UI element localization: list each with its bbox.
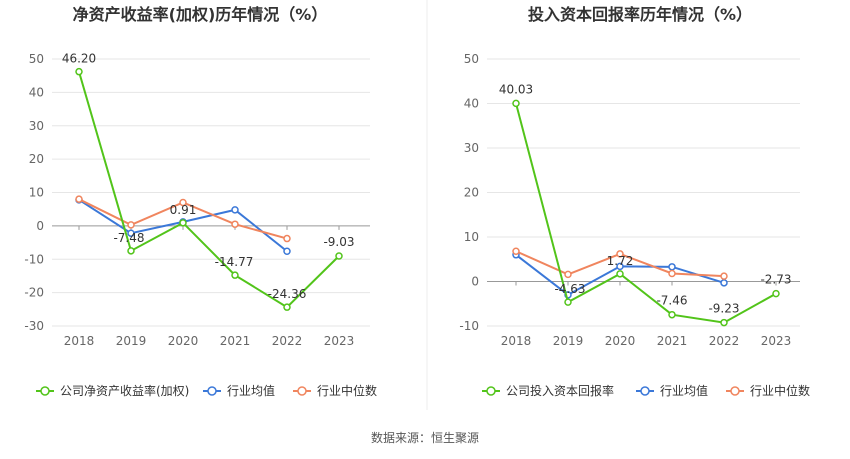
y-tick-label: 0	[36, 219, 44, 233]
legend-marker-icon	[486, 386, 496, 396]
legend-label: 公司投入资本回报率	[506, 383, 614, 398]
chart-title: 净资产收益率(加权)历年情况（%）	[73, 5, 328, 24]
data-label: -4.63	[554, 282, 585, 296]
y-tick-label: -10	[459, 319, 479, 333]
x-tick-label: 2019	[116, 334, 147, 348]
data-point-industry_median	[564, 270, 572, 279]
y-tick-label: 20	[464, 186, 479, 200]
data-point-industry_median	[127, 221, 135, 229]
legend-item-industry_median: 行业中位数	[726, 383, 810, 398]
data-point-industry_avg	[231, 206, 239, 214]
x-tick-label: 2022	[709, 334, 740, 348]
legend-item-company: 公司投入资本回报率	[482, 383, 614, 398]
data-point-company	[179, 219, 187, 227]
y-tick-label: 50	[29, 52, 44, 66]
legend-item-company: 公司净资产收益率(加权)	[36, 383, 189, 398]
legend-label: 行业中位数	[750, 383, 810, 398]
legend-marker-icon	[730, 386, 740, 396]
data-point-company	[283, 303, 291, 311]
data-label: 46.20	[62, 52, 96, 66]
data-point-industry_avg	[283, 247, 291, 255]
data-label: -14.77	[215, 255, 254, 269]
chart-title: 投入资本回报率历年情况（%）	[528, 5, 752, 24]
legend-item-industry_avg: 行业均值	[636, 383, 708, 398]
y-tick-label: -10	[24, 252, 44, 266]
y-tick-label: 30	[29, 119, 44, 133]
data-point-company	[127, 247, 135, 255]
legend-item-industry_avg: 行业均值	[203, 383, 275, 398]
y-tick-label: 30	[464, 141, 479, 155]
chart-panel-2: 投入资本回报率历年情况（%） -10 0 10 20 30 40 50 2018 2019 2020…	[459, 5, 810, 398]
y-tick-label: 40	[29, 85, 44, 99]
x-tick-label: 2020	[168, 334, 199, 348]
data-label: -7.48	[113, 231, 144, 245]
data-point-industry_median	[75, 195, 83, 203]
y-tick-label: 0	[471, 275, 479, 289]
data-point-company	[335, 252, 343, 260]
x-tick-label: 2022	[272, 334, 303, 348]
data-point-industry_median	[179, 198, 187, 207]
data-point-company	[720, 318, 728, 327]
x-tick-label: 2018	[501, 334, 532, 348]
data-source-label: 数据来源：恒生聚源	[370, 431, 479, 445]
y-tick-label: 20	[29, 152, 44, 166]
data-point-company	[75, 67, 83, 76]
data-point-industry_median	[616, 250, 624, 258]
data-point-industry_avg	[668, 263, 676, 271]
data-label: 40.03	[499, 82, 533, 96]
legend-marker-icon	[640, 386, 650, 396]
data-label: -9.23	[708, 302, 739, 316]
legend-label: 行业中位数	[317, 383, 377, 398]
y-tick-label: 40	[464, 97, 479, 111]
legend-label: 行业均值	[660, 383, 708, 398]
data-point-industry_avg	[720, 279, 728, 287]
data-point-industry_median	[283, 234, 291, 243]
y-tick-label: 10	[464, 230, 479, 244]
legend-marker-icon	[207, 386, 217, 396]
data-point-industry_avg	[616, 262, 624, 271]
series-line-company	[515, 103, 777, 324]
x-tick-label: 2021	[657, 334, 688, 348]
x-tick-label: 2018	[64, 334, 95, 348]
data-point-industry_median	[512, 247, 520, 255]
y-tick-label: -20	[24, 286, 44, 300]
x-tick-label: 2023	[324, 334, 355, 348]
data-label: -2.73	[760, 273, 791, 287]
data-point-industry_median	[668, 269, 676, 278]
x-tick-label: 2021	[220, 334, 251, 348]
legend-label: 公司净资产收益率(加权)	[60, 383, 189, 398]
x-tick-label: 2023	[761, 334, 792, 348]
y-tick-label: 50	[464, 52, 479, 66]
data-point-industry_median	[231, 220, 239, 228]
data-point-company	[564, 298, 572, 306]
data-point-company	[616, 270, 624, 278]
data-point-company	[668, 310, 676, 319]
data-label: 1.72	[607, 254, 634, 268]
legend-label: 行业均值	[227, 383, 275, 398]
data-label: 0.91	[170, 203, 197, 217]
chart-panel-1: 净资产收益率(加权)历年情况（%） -30 -20 -10 0 10 20 30 40 50 201…	[24, 5, 377, 398]
data-point-company	[772, 289, 780, 298]
data-point-industry_median	[720, 272, 728, 280]
legend-marker-icon	[40, 386, 50, 396]
data-point-company	[231, 271, 239, 279]
series-line-company	[78, 71, 340, 309]
x-tick-label: 2019	[553, 334, 584, 348]
y-tick-label: 10	[29, 186, 44, 200]
y-tick-label: -30	[24, 319, 44, 333]
data-label: -9.03	[323, 235, 354, 249]
data-point-company	[512, 99, 520, 108]
data-point-industry_avg	[127, 229, 135, 237]
legend-marker-icon	[297, 386, 307, 396]
data-label: -24.36	[268, 287, 307, 301]
data-label: -7.46	[656, 294, 687, 308]
x-tick-label: 2020	[605, 334, 636, 348]
legend-item-industry_median: 行业中位数	[293, 383, 377, 398]
